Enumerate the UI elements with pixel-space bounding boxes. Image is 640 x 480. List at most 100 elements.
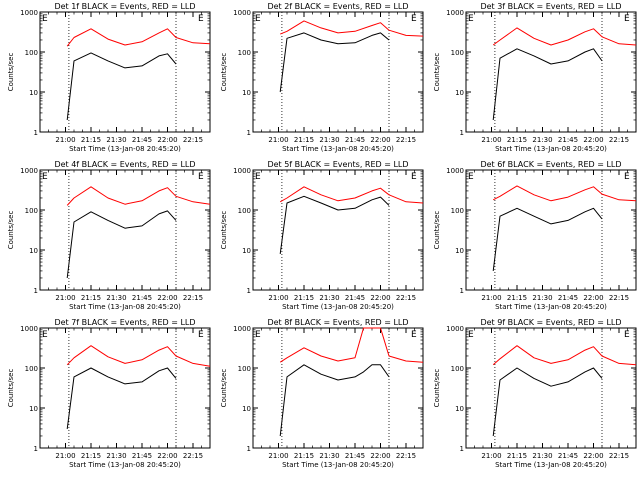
x-tick-label: 21:30: [532, 452, 552, 460]
x-tick-label: 22:00: [157, 136, 177, 144]
e-marker: E: [624, 330, 630, 340]
panel-title: Det 9f BLACK = Events, RED = LLD: [480, 318, 621, 327]
x-axis-label: Start Time (13-Jan-08 20:45:20): [69, 145, 181, 153]
x-tick-label: 21:00: [55, 136, 75, 144]
x-tick-label: 21:15: [81, 136, 101, 144]
panel-title: Det 2f BLACK = Events, RED = LLD: [267, 2, 408, 11]
e-marker: E: [411, 14, 417, 24]
y-tick-label: 100: [238, 365, 251, 373]
x-tick-label: 21:45: [558, 294, 578, 302]
x-tick-label: 21:15: [507, 294, 527, 302]
y-tick-label: 100: [451, 49, 464, 57]
x-tick-label: 21:15: [81, 294, 101, 302]
events-series-line: [279, 32, 390, 93]
x-tick-label: 22:15: [183, 136, 203, 144]
e-marker: E: [42, 172, 48, 182]
y-tick-label: 10: [455, 405, 464, 413]
events-series-line: [492, 367, 603, 437]
e-marker: E: [468, 14, 474, 24]
y-tick-label: 10: [29, 247, 38, 255]
y-tick-label: 1: [34, 445, 38, 453]
x-tick-label: 21:30: [106, 294, 126, 302]
x-tick-label: 22:00: [370, 294, 390, 302]
x-axis-label: Start Time (13-Jan-08 20:45:20): [495, 145, 607, 153]
x-axis-label: Start Time (13-Jan-08 20:45:20): [495, 303, 607, 311]
x-tick-label: 21:15: [507, 136, 527, 144]
x-tick-label: 22:00: [157, 452, 177, 460]
y-tick-label: 1000: [446, 167, 464, 175]
x-axis-label: Start Time (13-Jan-08 20:45:20): [282, 145, 394, 153]
x-tick-label: 21:00: [55, 452, 75, 460]
y-tick-label: 1000: [446, 9, 464, 17]
panel-title: Det 1f BLACK = Events, RED = LLD: [54, 2, 195, 11]
e-marker: E: [624, 172, 630, 182]
plot-frame: [39, 11, 211, 133]
plot-frame: [252, 169, 424, 291]
plot-frame: [465, 327, 637, 449]
x-tick-label: 21:15: [507, 452, 527, 460]
x-tick-label: 21:30: [319, 294, 339, 302]
lld-series-line: [66, 28, 211, 47]
x-tick-label: 22:00: [157, 294, 177, 302]
y-tick-label: 1: [460, 445, 464, 453]
y-axis-label: Counts/sec: [7, 53, 15, 92]
y-axis-label: Counts/sec: [220, 369, 228, 408]
y-tick-label: 1000: [233, 167, 251, 175]
x-tick-label: 21:30: [106, 136, 126, 144]
x-tick-label: 21:15: [294, 294, 314, 302]
events-series-line: [66, 210, 177, 279]
x-axis-label: Start Time (13-Jan-08 20:45:20): [282, 461, 394, 469]
x-tick-label: 21:15: [81, 452, 101, 460]
x-tick-label: 21:15: [294, 136, 314, 144]
x-tick-label: 21:30: [532, 136, 552, 144]
y-tick-label: 100: [238, 49, 251, 57]
y-axis-label: Counts/sec: [220, 53, 228, 92]
lld-series-line: [492, 27, 637, 46]
y-tick-label: 10: [455, 247, 464, 255]
lld-series-line: [279, 186, 424, 204]
y-axis-label: Counts/sec: [220, 211, 228, 250]
x-axis-label: Start Time (13-Jan-08 20:45:20): [495, 461, 607, 469]
y-tick-label: 1: [34, 287, 38, 295]
y-tick-label: 10: [242, 405, 251, 413]
y-tick-label: 10: [455, 89, 464, 97]
e-marker: E: [468, 330, 474, 340]
events-series-line: [66, 52, 177, 121]
y-axis-label: Counts/sec: [433, 53, 441, 92]
x-tick-label: 22:15: [609, 136, 629, 144]
y-tick-label: 1: [460, 129, 464, 137]
e-marker: E: [42, 14, 48, 24]
x-tick-label: 21:30: [319, 452, 339, 460]
y-tick-label: 1: [34, 129, 38, 137]
x-axis-label: Start Time (13-Jan-08 20:45:20): [69, 303, 181, 311]
events-series-line: [279, 195, 390, 254]
plot-frame: [39, 327, 211, 449]
plot-frame: [252, 11, 424, 133]
x-tick-label: 21:00: [481, 136, 501, 144]
x-tick-label: 21:00: [268, 452, 288, 460]
lld-series-line: [280, 20, 424, 37]
lld-series-line: [66, 345, 211, 367]
y-tick-label: 100: [25, 49, 38, 57]
y-tick-label: 100: [451, 207, 464, 215]
e-marker: E: [255, 172, 261, 182]
x-axis-label: Start Time (13-Jan-08 20:45:20): [69, 461, 181, 469]
events-series-line: [279, 364, 390, 437]
x-tick-label: 22:15: [609, 294, 629, 302]
x-tick-label: 21:00: [55, 294, 75, 302]
e-marker: E: [198, 14, 204, 24]
x-tick-label: 21:00: [268, 294, 288, 302]
y-tick-label: 10: [242, 89, 251, 97]
y-axis-label: Counts/sec: [433, 211, 441, 250]
panel-title: Det 4f BLACK = Events, RED = LLD: [54, 160, 195, 169]
y-tick-label: 1000: [233, 325, 251, 333]
e-marker: E: [411, 330, 417, 340]
